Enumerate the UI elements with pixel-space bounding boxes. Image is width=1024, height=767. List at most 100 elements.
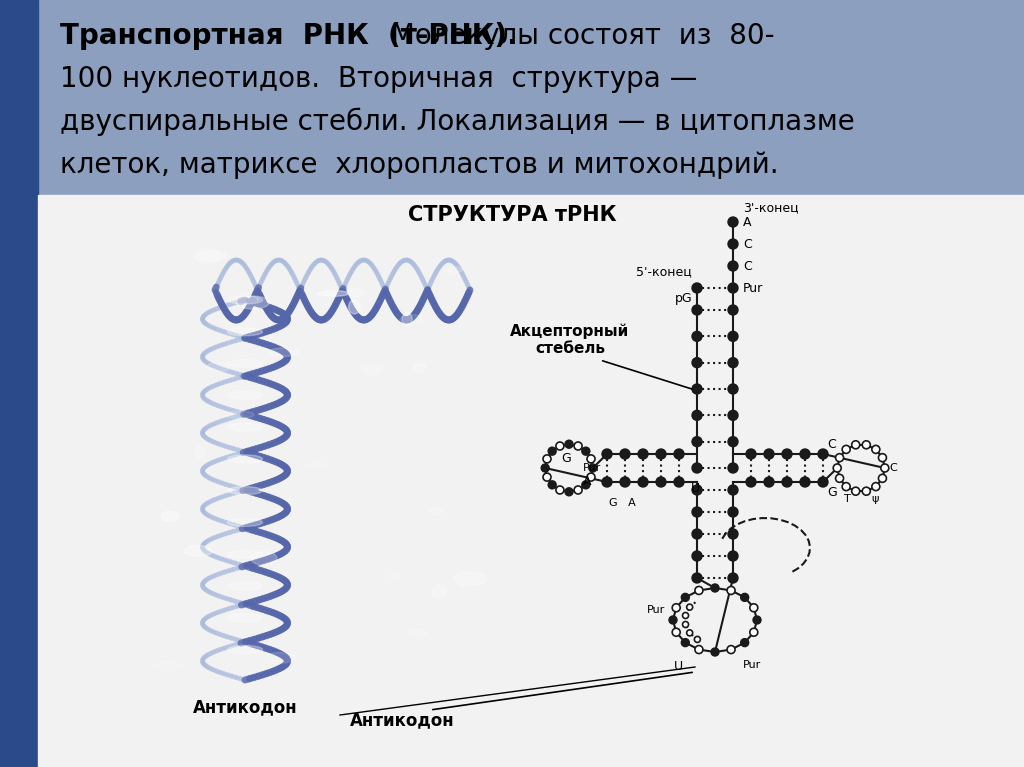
Circle shape	[800, 477, 810, 487]
Circle shape	[574, 442, 582, 450]
Circle shape	[728, 261, 738, 271]
Text: Антикодон: Антикодон	[193, 698, 297, 716]
Ellipse shape	[265, 652, 294, 663]
Text: U: U	[674, 660, 683, 673]
Circle shape	[852, 441, 860, 449]
Ellipse shape	[318, 291, 349, 296]
Ellipse shape	[251, 551, 278, 565]
Text: C: C	[743, 259, 752, 272]
Circle shape	[728, 283, 738, 293]
Circle shape	[818, 477, 828, 487]
Circle shape	[862, 441, 870, 449]
Circle shape	[871, 482, 880, 491]
Circle shape	[836, 453, 844, 462]
Circle shape	[692, 436, 702, 446]
Text: Транспортная  РНК  (т-РНК).: Транспортная РНК (т-РНК).	[60, 22, 518, 50]
Text: T: T	[844, 494, 850, 504]
Circle shape	[692, 551, 702, 561]
Ellipse shape	[227, 582, 262, 590]
Ellipse shape	[431, 584, 446, 598]
Circle shape	[862, 487, 870, 495]
Text: C: C	[827, 437, 836, 450]
Circle shape	[728, 357, 738, 367]
Circle shape	[879, 474, 887, 482]
Circle shape	[602, 449, 612, 459]
Circle shape	[694, 637, 700, 643]
Ellipse shape	[152, 663, 182, 670]
Circle shape	[556, 442, 564, 450]
Ellipse shape	[413, 361, 425, 373]
Circle shape	[565, 488, 573, 495]
Circle shape	[602, 477, 612, 487]
Ellipse shape	[227, 296, 262, 304]
Circle shape	[728, 305, 738, 315]
Ellipse shape	[237, 296, 269, 309]
Circle shape	[728, 436, 738, 446]
Circle shape	[753, 616, 761, 624]
Circle shape	[692, 529, 702, 539]
Circle shape	[711, 648, 719, 656]
Circle shape	[672, 628, 680, 637]
Bar	[38, 195, 1024, 767]
Circle shape	[764, 477, 774, 487]
Circle shape	[728, 573, 738, 583]
Circle shape	[728, 239, 738, 249]
Circle shape	[656, 449, 666, 459]
Circle shape	[842, 446, 850, 453]
Circle shape	[683, 613, 688, 618]
Circle shape	[543, 473, 551, 481]
Ellipse shape	[348, 299, 360, 314]
Circle shape	[834, 464, 841, 472]
Circle shape	[582, 447, 590, 455]
Circle shape	[692, 384, 702, 394]
Circle shape	[681, 639, 689, 647]
Circle shape	[727, 646, 735, 653]
Text: Pur: Pur	[647, 605, 665, 615]
Circle shape	[620, 477, 630, 487]
Circle shape	[587, 455, 595, 463]
Circle shape	[740, 594, 749, 601]
Circle shape	[543, 455, 551, 463]
Circle shape	[692, 573, 702, 583]
Circle shape	[683, 621, 688, 627]
Circle shape	[879, 453, 887, 462]
Text: U: U	[690, 482, 699, 495]
Circle shape	[836, 474, 844, 482]
Circle shape	[542, 464, 549, 472]
Ellipse shape	[227, 328, 262, 336]
Ellipse shape	[399, 314, 423, 325]
Text: ψ: ψ	[871, 494, 879, 504]
Circle shape	[620, 449, 630, 459]
Circle shape	[782, 449, 792, 459]
Text: Pur: Pur	[743, 281, 763, 295]
Circle shape	[728, 331, 738, 341]
Ellipse shape	[447, 267, 463, 272]
Ellipse shape	[183, 545, 213, 556]
Circle shape	[548, 447, 556, 455]
Circle shape	[574, 486, 582, 494]
Ellipse shape	[227, 360, 262, 367]
Circle shape	[746, 477, 756, 487]
Circle shape	[728, 529, 738, 539]
Circle shape	[727, 587, 735, 594]
Ellipse shape	[227, 550, 262, 558]
Ellipse shape	[360, 365, 384, 376]
Circle shape	[746, 449, 756, 459]
Circle shape	[674, 449, 684, 459]
Text: A: A	[743, 216, 752, 229]
Circle shape	[728, 384, 738, 394]
Circle shape	[556, 486, 564, 494]
Ellipse shape	[347, 288, 365, 297]
Circle shape	[692, 507, 702, 517]
Circle shape	[764, 449, 774, 459]
Text: G   A: G A	[609, 498, 636, 508]
Bar	[0, 0, 38, 767]
Circle shape	[695, 587, 702, 594]
Text: 100 нуклеотидов.  Вторичная  структура —: 100 нуклеотидов. Вторичная структура —	[60, 65, 697, 93]
Circle shape	[728, 507, 738, 517]
Circle shape	[692, 410, 702, 420]
Circle shape	[565, 440, 573, 448]
Circle shape	[750, 628, 758, 637]
Circle shape	[692, 463, 702, 473]
Text: 5'-конец: 5'-конец	[636, 265, 692, 278]
